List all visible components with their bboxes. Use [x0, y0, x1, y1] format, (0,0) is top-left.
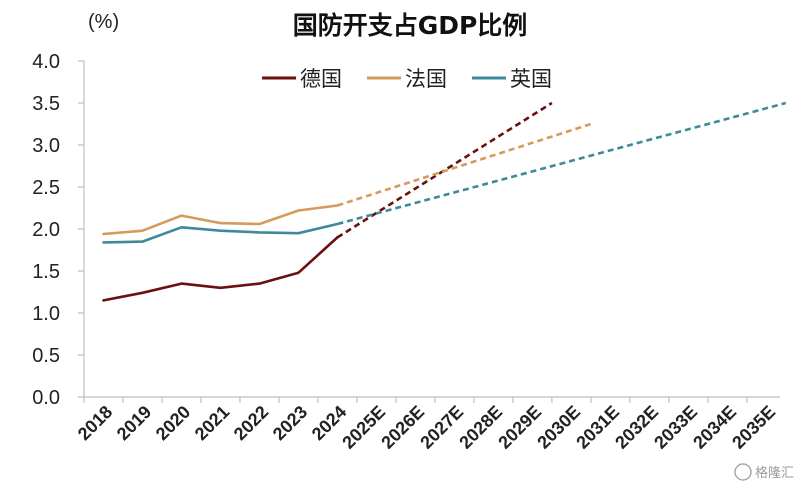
series-lines [102, 101, 787, 302]
x-tick-label: 2018 [74, 402, 116, 444]
x-axis-ticks: 20182019202020212022202320242025E2026E20… [74, 397, 779, 453]
x-tick-label: 2035E [728, 402, 779, 453]
series-line-projected-0 [336, 101, 553, 239]
x-tick-label: 2030E [533, 402, 584, 453]
series-line-projected-1 [337, 122, 592, 207]
y-tick-label: 1.0 [32, 303, 60, 325]
x-tick-label: 2032E [611, 402, 662, 453]
x-tick-label: 2019 [113, 402, 155, 444]
x-tick-label: 2029E [494, 402, 545, 453]
series-line-actual-1 [102, 204, 339, 236]
x-tick-label: 2020 [152, 402, 194, 444]
y-tick-label: 0.5 [32, 345, 60, 367]
x-tick-label: 2027E [416, 402, 467, 453]
unit-label: (%) [88, 11, 119, 33]
watermark: 格隆汇 [734, 463, 794, 481]
watermark-logo-icon [734, 463, 752, 481]
y-tick-label: 2.0 [32, 219, 60, 241]
y-tick-label: 3.5 [32, 93, 60, 115]
chart-title: 国防开支占GDP比例 [293, 11, 528, 40]
legend-label-1: 法国 [405, 67, 447, 91]
y-tick-label: 1.5 [32, 261, 60, 283]
x-tick-label: 2023 [269, 402, 311, 444]
watermark-text: 格隆汇 [755, 465, 794, 481]
y-tick-label: 0.0 [32, 387, 60, 409]
x-tick-label: 2026E [377, 402, 428, 453]
y-axis-ticks: 0.0 0.5 1.0 1.5 2.0 2.5 3.0 3.5 4.0 [32, 51, 84, 409]
legend: 德国 法国 英国 [262, 67, 552, 91]
legend-label-2: 英国 [510, 67, 552, 91]
x-tick-label: 2028E [455, 402, 506, 453]
x-tick-label: 2022 [230, 402, 272, 444]
x-tick-label: 2033E [650, 402, 701, 453]
y-tick-label: 2.5 [32, 177, 60, 199]
x-tick-label: 2021 [191, 402, 233, 444]
y-tick-label: 4.0 [32, 51, 60, 73]
y-tick-label: 3.0 [32, 135, 60, 157]
x-tick-label: 2031E [572, 402, 623, 453]
series-line-actual-0 [102, 236, 339, 302]
series-line-projected-2 [337, 101, 787, 226]
x-tick-label: 2025E [338, 402, 389, 453]
x-tick-label: 2034E [689, 402, 740, 453]
series-line-actual-2 [102, 222, 339, 244]
legend-label-0: 德国 [300, 67, 342, 91]
